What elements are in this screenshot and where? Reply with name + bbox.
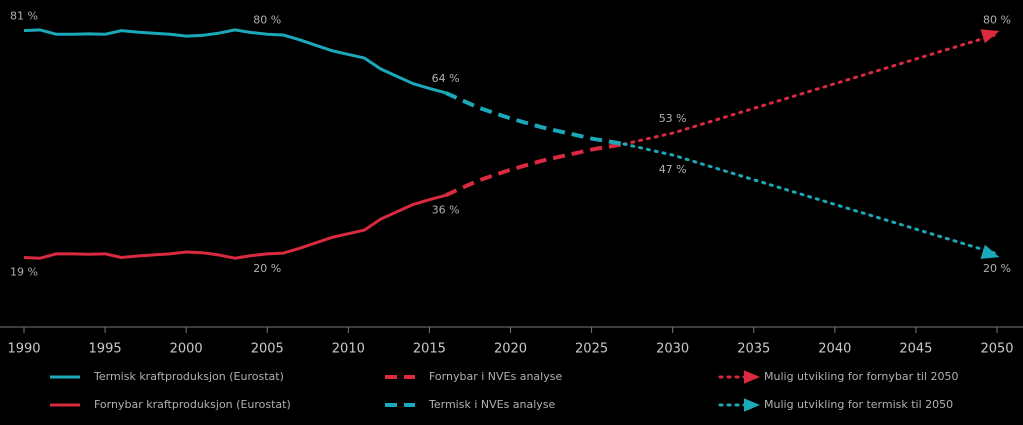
x-tick-label: 2030 bbox=[656, 342, 689, 357]
x-tick-label: 2040 bbox=[818, 342, 851, 357]
annotation: 64 % bbox=[432, 72, 460, 85]
annotation: 47 % bbox=[659, 163, 687, 176]
series-line bbox=[622, 32, 999, 146]
x-tick-label: 2000 bbox=[170, 342, 203, 357]
legend-label: Mulig utvikling for termisk til 2050 bbox=[764, 398, 953, 411]
annotation: 36 % bbox=[432, 203, 460, 216]
arrow-head bbox=[980, 244, 1000, 259]
legend-label: Fornybar i NVEs analyse bbox=[429, 370, 562, 383]
x-tick-label: 2025 bbox=[575, 342, 608, 357]
series-line bbox=[23, 28, 447, 95]
series-line bbox=[622, 142, 999, 256]
arrow-head bbox=[744, 398, 760, 412]
annotation: 81 % bbox=[10, 10, 38, 23]
x-tick-label: 2015 bbox=[413, 342, 446, 357]
annotation: 19 % bbox=[10, 265, 38, 278]
x-tick-label: 2005 bbox=[251, 342, 284, 357]
annotation: 20 % bbox=[983, 262, 1011, 275]
annotation: 53 % bbox=[659, 112, 687, 125]
series-line bbox=[444, 91, 625, 147]
annotation: 80 % bbox=[253, 13, 281, 26]
x-tick-label: 1990 bbox=[7, 342, 40, 357]
x-tick-label: 2045 bbox=[899, 342, 932, 357]
legend-label: Mulig utvikling for fornybar til 2050 bbox=[764, 370, 959, 383]
x-tick-label: 2050 bbox=[980, 342, 1013, 357]
x-tick-label: 2020 bbox=[494, 342, 527, 357]
series-line bbox=[23, 193, 447, 260]
x-tick-label: 2035 bbox=[737, 342, 770, 357]
series-line bbox=[444, 142, 625, 198]
annotation: 20 % bbox=[253, 262, 281, 275]
annotation: 80 % bbox=[983, 13, 1011, 26]
arrow-head bbox=[744, 370, 760, 384]
legend-label: Termisk kraftproduksjon (Eurostat) bbox=[93, 370, 284, 383]
x-tick-label: 1995 bbox=[89, 342, 122, 357]
legend-label: Termisk i NVEs analyse bbox=[428, 398, 556, 411]
x-tick-label: 2010 bbox=[332, 342, 365, 357]
legend-label: Fornybar kraftproduksjon (Eurostat) bbox=[94, 398, 291, 411]
arrow-head bbox=[980, 29, 1000, 44]
